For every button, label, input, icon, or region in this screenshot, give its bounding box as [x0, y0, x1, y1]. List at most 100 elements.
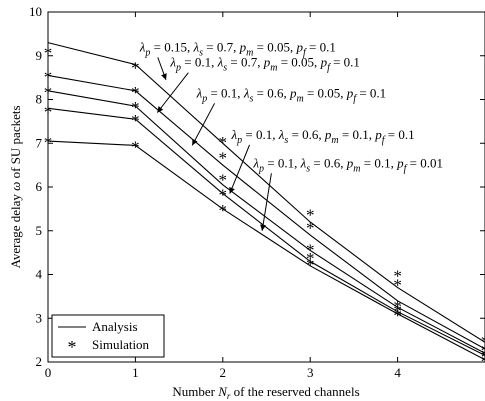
- x-axis-label-symbol: N: [217, 384, 228, 399]
- annotation-label-part: p: [346, 155, 354, 170]
- simulation-marker-3: *: [481, 345, 485, 364]
- annotation-label-part: = 0.1,: [264, 155, 301, 170]
- annotation-label-part: λ: [278, 127, 285, 142]
- legend-box: [51, 314, 165, 358]
- annotation-label-part: λ: [217, 55, 224, 70]
- annotation-arrow-1: [157, 57, 167, 80]
- annotation-label-part: λ: [243, 85, 250, 100]
- annotation-label-part: = 0.7,: [203, 39, 240, 54]
- y-tick-label: 5: [36, 223, 43, 238]
- annotation-label-part: p: [239, 39, 247, 54]
- annotation-label-part: f: [303, 47, 307, 58]
- annotation-label-part: f: [382, 135, 386, 146]
- simulation-marker-4: *: [481, 347, 485, 366]
- simulation-marker-1: *: [219, 133, 228, 152]
- annotation-label-part: = 0.1,: [339, 127, 376, 142]
- annotation-label-part: = 0.1,: [242, 127, 279, 142]
- annotation-label-part: s: [284, 135, 288, 146]
- annotation-label-part: = 0.05,: [277, 55, 320, 70]
- x-tick-label: 3: [307, 365, 314, 380]
- simulation-marker-3: *: [306, 240, 315, 259]
- x-axis-label-subscript: r: [227, 391, 231, 401]
- annotation-label-4: λp = 0.1, λs = 0.6, pm = 0.1, pf = 0.1: [231, 127, 415, 146]
- annotation-label-3: λp = 0.1, λs = 0.6, pm = 0.05, pf = 0.1: [196, 85, 387, 104]
- simulation-marker-2: *: [131, 83, 140, 102]
- x-axis-label: Number Nr of the reserved channels: [172, 384, 359, 401]
- y-axis-label-symbol: ω: [8, 182, 23, 191]
- annotation-label-part: m: [353, 163, 360, 174]
- annotation-label-part: p: [201, 93, 207, 104]
- simulation-marker-3: *: [219, 170, 228, 189]
- annotation-label-part: p: [396, 155, 404, 170]
- simulation-marker-2: *: [481, 341, 485, 360]
- y-tick-label: 9: [36, 48, 43, 63]
- annotation-label-part: m: [246, 47, 253, 58]
- annotation-label-part: p: [263, 55, 271, 70]
- annotation-label-part: = 0.7,: [227, 55, 264, 70]
- y-tick-label: 4: [36, 267, 43, 282]
- annotation-label-part: = 0.1: [356, 85, 386, 100]
- simulation-marker-2: *: [393, 275, 402, 294]
- x-tick-label: 2: [220, 365, 227, 380]
- annotation-label-part: p: [295, 39, 303, 54]
- annotation-label-part: = 0.1: [330, 55, 360, 70]
- annotation-label-part: λ: [193, 39, 200, 54]
- y-tick-label: 7: [36, 135, 43, 150]
- analysis-line-3: [47, 90, 485, 354]
- annotation-label-part: λ: [231, 127, 238, 142]
- annotation-label-part: λ: [252, 155, 259, 170]
- annotation-label-part: p: [175, 63, 181, 74]
- annotation-label-part: p: [236, 135, 242, 146]
- annotation-label-5: λp = 0.1, λs = 0.6, pm = 0.1, pf = 0.01: [252, 155, 443, 174]
- annotation-label-2: λp = 0.1, λs = 0.7, pm = 0.05, pf = 0.1: [169, 55, 360, 74]
- annotation-label-part: λ: [300, 155, 307, 170]
- annotation-label-part: s: [249, 93, 253, 104]
- annotation-label-part: m: [270, 63, 277, 74]
- simulation-marker-2: *: [306, 218, 315, 237]
- annotation-label-1: λp = 0.15, λs = 0.7, pm = 0.05, pf = 0.1: [139, 39, 336, 58]
- analysis-line-1: [47, 42, 485, 343]
- series-annotations: λp = 0.15, λs = 0.7, pm = 0.05, pf = 0.1…: [139, 39, 443, 231]
- axis-ticks: 2 3 4 5 6 7 8 9 10 0 1 2 3 4: [29, 4, 485, 380]
- y-tick-label: 3: [36, 310, 43, 325]
- legend-analysis-label: Analysis: [92, 319, 138, 334]
- annotation-label-part: f: [404, 163, 408, 174]
- simulation-marker-2: *: [219, 148, 228, 167]
- x-axis-label-prefix: Number: [172, 384, 218, 399]
- annotation-label-part: p: [144, 47, 150, 58]
- annotation-label-part: = 0.05,: [304, 85, 347, 100]
- simulation-marker-4: *: [44, 102, 53, 121]
- simulation-marker-5: *: [44, 133, 53, 152]
- annotation-label-part: p: [320, 55, 328, 70]
- x-tick-label: 1: [132, 365, 139, 380]
- simulation-marker-1: *: [481, 332, 485, 351]
- annotation-label-part: s: [223, 63, 227, 74]
- annotation-label-part: = 0.05,: [253, 39, 296, 54]
- annotation-arrow-4: [229, 144, 251, 194]
- y-axis-label: Average delay ω of SU packets: [8, 105, 23, 268]
- y-tick-label: 8: [36, 92, 43, 107]
- annotation-label-part: f: [353, 93, 357, 104]
- annotation-label-part: λ: [196, 85, 203, 100]
- simulation-marker-2: *: [44, 67, 53, 86]
- annotation-label-part: = 0.1,: [181, 55, 218, 70]
- y-axis-label-suffix: of SU packets: [8, 105, 23, 181]
- annotation-label-part: f: [327, 63, 331, 74]
- simulation-marker-4: *: [219, 186, 228, 205]
- analysis-line-5: [47, 140, 485, 361]
- x-tick-label: 0: [45, 365, 52, 380]
- annotation-label-part: p: [258, 163, 264, 174]
- simulation-marker-1: *: [393, 267, 402, 286]
- legend-simulation-swatch: *: [68, 337, 77, 357]
- analysis-line-4: [47, 107, 485, 356]
- analysis-lines: [47, 42, 485, 361]
- annotation-label-part: p: [346, 85, 354, 100]
- annotation-label-part: = 0.1: [385, 127, 415, 142]
- simulation-marker-3: *: [393, 297, 402, 316]
- y-axis-label-prefix: Average delay: [8, 191, 23, 269]
- y-tick-label: 6: [36, 179, 43, 194]
- annotation-label-part: λ: [169, 55, 176, 70]
- annotation-label-part: = 0.6,: [310, 155, 347, 170]
- x-tick-label: 4: [394, 365, 401, 380]
- analysis-line-2: [47, 74, 485, 350]
